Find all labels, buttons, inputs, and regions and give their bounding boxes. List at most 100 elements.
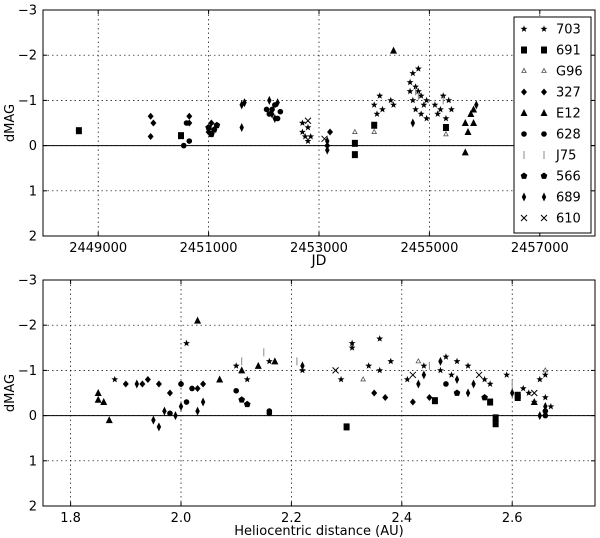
top-point-691 bbox=[371, 121, 378, 129]
bottom-chart-points bbox=[94, 316, 555, 432]
bottom-point-703 bbox=[365, 362, 373, 369]
bottom-y-tick-label: −3 bbox=[18, 274, 37, 289]
legend-marker-703 bbox=[540, 25, 548, 32]
top-point-691 bbox=[351, 151, 358, 159]
top-point-703 bbox=[448, 105, 455, 113]
top-point-703 bbox=[301, 132, 309, 140]
bottom-point-628 bbox=[542, 412, 549, 419]
legend-label-689: 689 bbox=[556, 191, 581, 206]
legend-marker-566 bbox=[540, 172, 548, 179]
bottom-point-G96 bbox=[415, 358, 422, 364]
bottom-point-327 bbox=[155, 380, 162, 388]
bottom-point-703 bbox=[519, 384, 527, 392]
bottom-point-E12 bbox=[194, 316, 202, 324]
bottom-point-628 bbox=[443, 381, 449, 387]
top-x-tick-label: 2457000 bbox=[511, 241, 569, 256]
bottom-series-E12 bbox=[94, 316, 538, 424]
bottom-point-703 bbox=[547, 402, 555, 410]
top-point-691 bbox=[75, 127, 82, 135]
top-point-703 bbox=[409, 69, 417, 77]
top-chart-x-axis-label: JD bbox=[311, 253, 327, 269]
legend-item-703: 703 bbox=[520, 23, 581, 38]
top-point-628 bbox=[186, 138, 193, 144]
bottom-point-689 bbox=[510, 388, 515, 398]
bottom-point-703 bbox=[453, 357, 461, 365]
bottom-point-689 bbox=[421, 370, 427, 380]
top-x-tick-label: 2453000 bbox=[290, 241, 348, 256]
top-point-G96 bbox=[443, 130, 449, 137]
top-point-703 bbox=[409, 96, 417, 104]
bottom-point-703 bbox=[437, 366, 444, 374]
bottom-point-E12 bbox=[100, 398, 108, 406]
bottom-point-327 bbox=[409, 398, 416, 406]
bottom-point-703 bbox=[541, 393, 549, 401]
bottom-point-703 bbox=[265, 357, 273, 365]
legend-marker-G96 bbox=[541, 67, 547, 73]
bottom-point-628 bbox=[178, 381, 184, 387]
legend-marker-566 bbox=[520, 172, 528, 179]
top-point-566 bbox=[208, 130, 215, 138]
top-y-tick-label: −3 bbox=[18, 4, 37, 19]
legend-item-628: 628 bbox=[521, 128, 581, 143]
bottom-point-689 bbox=[200, 397, 206, 407]
legend-item-G96: G96 bbox=[521, 65, 583, 80]
bottom-point-E12 bbox=[271, 357, 279, 365]
top-point-703 bbox=[387, 96, 395, 104]
bottom-point-628 bbox=[233, 387, 239, 394]
bottom-point-691 bbox=[343, 423, 350, 431]
top-point-566 bbox=[213, 121, 221, 129]
top-chart-points bbox=[75, 46, 479, 159]
legend-marker-689 bbox=[541, 192, 547, 202]
top-point-628 bbox=[277, 108, 284, 115]
top-x-tick-label: 2449000 bbox=[69, 241, 127, 256]
top-point-703 bbox=[299, 119, 306, 126]
top-chart-ticks: 2449000 2451000 2453000 2455000 2457000 −3 −2 −… bbox=[18, 4, 595, 256]
top-point-E12 bbox=[464, 128, 472, 136]
bottom-point-691 bbox=[487, 398, 494, 406]
top-x-tick-label: 2455000 bbox=[400, 241, 458, 256]
bottom-series-566 bbox=[238, 389, 488, 408]
bottom-point-689 bbox=[454, 374, 460, 384]
top-point-G96 bbox=[371, 128, 378, 134]
top-series-703 bbox=[299, 65, 455, 144]
bottom-point-703 bbox=[481, 375, 489, 383]
bottom-point-703 bbox=[183, 339, 190, 347]
bottom-x-tick-label: 2.6 bbox=[502, 511, 523, 526]
top-point-703 bbox=[406, 87, 414, 95]
top-point-628 bbox=[180, 142, 187, 149]
top-point-G96 bbox=[352, 128, 358, 134]
legend-marker-691 bbox=[541, 46, 547, 54]
legend-label-566: 566 bbox=[556, 170, 581, 185]
bottom-point-691 bbox=[492, 420, 499, 428]
bottom-point-689 bbox=[416, 379, 421, 389]
bottom-point-703 bbox=[232, 362, 240, 369]
legend-item-691: 691 bbox=[521, 44, 581, 59]
bottom-chart-x-axis-label: Heliocentric distance (AU) bbox=[234, 524, 403, 538]
top-y-tick-label: 2 bbox=[29, 230, 37, 245]
top-chart-frame bbox=[42, 9, 596, 237]
bottom-y-tick-label: −2 bbox=[18, 319, 37, 334]
top-point-703 bbox=[390, 101, 397, 108]
bottom-point-327 bbox=[144, 375, 151, 383]
legend-marker-327 bbox=[541, 88, 547, 96]
bottom-y-tick-label: −1 bbox=[18, 364, 37, 379]
bottom-series-610 bbox=[332, 367, 538, 397]
top-point-703 bbox=[373, 110, 381, 117]
legend-marker-689 bbox=[521, 192, 527, 202]
bottom-point-689 bbox=[173, 411, 178, 421]
top-point-691 bbox=[442, 124, 449, 132]
bottom-point-703 bbox=[448, 371, 455, 378]
bottom-point-610 bbox=[332, 367, 339, 374]
bottom-point-E12 bbox=[216, 375, 224, 383]
bottom-point-689 bbox=[134, 379, 140, 389]
legend-marker-628 bbox=[521, 131, 527, 137]
bottom-point-703 bbox=[243, 375, 251, 383]
bottom-x-tick-label: 2.2 bbox=[281, 511, 302, 526]
bottom-point-327 bbox=[122, 380, 129, 388]
top-point-703 bbox=[304, 137, 312, 144]
bottom-point-691 bbox=[431, 397, 438, 405]
legend-label-327: 327 bbox=[556, 86, 581, 101]
legend-item-566: 566 bbox=[520, 170, 581, 185]
top-point-E12 bbox=[461, 119, 469, 126]
top-chart-grid bbox=[43, 10, 595, 236]
